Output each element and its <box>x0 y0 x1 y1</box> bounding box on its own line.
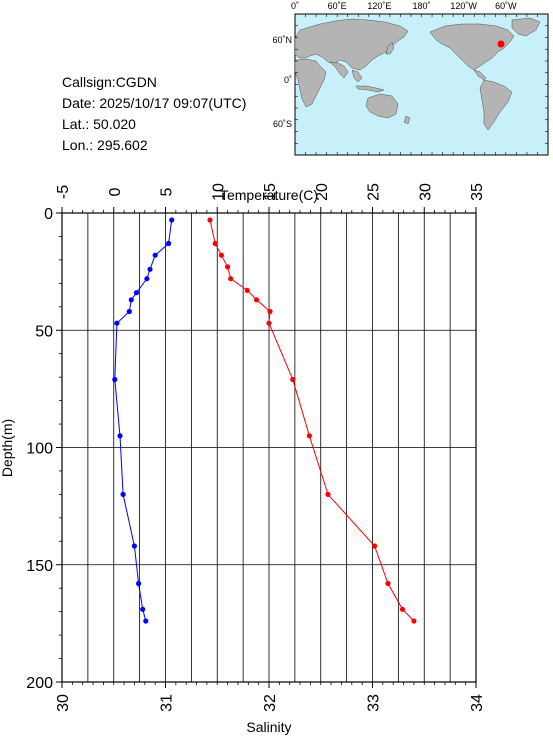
salinity-axis-label: Salinity <box>246 719 291 735</box>
salinity-point <box>244 287 250 293</box>
salinity-point <box>306 433 312 439</box>
map-lon-label: 120˚W <box>450 1 477 11</box>
salinity-point <box>411 618 417 624</box>
temperature-tick-label: 10 <box>210 183 227 201</box>
temperature-point <box>140 606 146 612</box>
salinity-tick-label: 32 <box>262 694 279 712</box>
land-seasia <box>351 69 385 93</box>
land-india <box>329 61 349 79</box>
temperature-tick-label: 35 <box>469 183 486 201</box>
map-lon-label: 180˚ <box>412 1 430 11</box>
temperature-tick-label: 0 <box>107 187 124 196</box>
salinity-point <box>218 252 224 258</box>
salinity-point <box>225 264 231 270</box>
salinity-tick-label: 34 <box>469 694 486 712</box>
land-central-america <box>473 69 487 81</box>
temperature-point <box>166 240 172 247</box>
map-land <box>294 17 541 131</box>
salinity-tick-label: 31 <box>159 694 176 712</box>
map-lon-label: 120˚E <box>367 1 391 11</box>
map-ticks <box>294 13 549 156</box>
station-marker <box>497 40 505 48</box>
salinity-point <box>372 543 378 549</box>
temperature-axis-label: Temperature(C) <box>220 187 318 203</box>
land-nz <box>403 115 411 125</box>
salinity-point <box>385 580 391 587</box>
callsign-text: Callsign:CGDN <box>62 74 157 90</box>
temperature-point <box>169 217 175 223</box>
temperature-point <box>152 252 158 258</box>
temperature-point <box>143 618 149 624</box>
depth-tick-label: 150 <box>26 558 53 575</box>
temperature-tick-label: 30 <box>417 183 434 201</box>
salinity-tick-label: 33 <box>366 694 383 712</box>
land-north-america <box>429 23 515 71</box>
land-africa <box>294 58 327 108</box>
temperature-point <box>126 308 132 315</box>
lat-text: Lat.: 50.020 <box>62 116 136 132</box>
temperature-tick-label: 15 <box>262 183 279 201</box>
temperature-point <box>128 297 134 303</box>
land-south-america <box>479 79 513 131</box>
land-eurasia <box>294 18 409 71</box>
map-lat-label: 60˚N <box>272 35 292 45</box>
temperature-point <box>136 580 142 587</box>
temperature-point <box>131 543 137 549</box>
temperature-point <box>120 491 126 497</box>
series-layer <box>112 217 417 624</box>
depth-tick-label: 100 <box>26 441 53 458</box>
temperature-point <box>112 376 118 383</box>
salinity-point <box>267 308 273 315</box>
station-info: Callsign:CGDN Date: 2025/10/17 09:07(UTC… <box>62 74 246 153</box>
map-left-labels: 60˚N 0˚ 60˚S <box>272 35 292 129</box>
temperature-line <box>114 219 173 622</box>
temperature-tick-label: 25 <box>366 183 383 201</box>
salinity-line <box>209 219 415 622</box>
world-map: 0˚ 60˚E 120˚E 180˚ 120˚W 60˚W 60˚N 0˚ 60˚S <box>272 1 549 156</box>
land-australia <box>365 93 399 119</box>
map-lon-label: 0˚ <box>291 1 299 11</box>
salinity-point <box>228 276 234 282</box>
map-top-labels: 0˚ 60˚E 120˚E 180˚ 120˚W 60˚W <box>291 1 517 11</box>
temperature-point <box>147 266 153 272</box>
salinity-point <box>399 606 406 612</box>
temperature-point <box>114 320 120 326</box>
map-lat-label: 60˚S <box>273 119 292 129</box>
map-lat-label: 0˚ <box>284 75 292 85</box>
salinity-point <box>254 297 260 303</box>
salinity-point <box>207 217 213 223</box>
salinity-point <box>266 320 272 326</box>
temperature-point <box>117 433 123 439</box>
temperature-series <box>112 217 175 624</box>
temperature-tick-label: -5 <box>55 185 72 199</box>
salinity-point <box>290 376 296 383</box>
lon-text: Lon.: 295.602 <box>62 137 148 153</box>
salinity-tick-label: 30 <box>55 694 72 712</box>
land-japan <box>385 41 395 55</box>
date-text: Date: 2025/10/17 09:07(UTC) <box>62 95 246 111</box>
depth-tick-label: 0 <box>44 206 53 223</box>
map-lon-label: 60˚W <box>495 1 517 11</box>
salinity-point <box>325 491 331 497</box>
map-lon-label: 60˚E <box>328 1 347 11</box>
salinity-point <box>212 240 218 247</box>
temperature-point <box>144 276 150 282</box>
salinity-series <box>207 217 417 624</box>
depth-tick-label: 50 <box>35 323 53 340</box>
grid <box>62 213 476 682</box>
temperature-tick-label: 5 <box>159 187 176 196</box>
depth-axis-label: Depth(m) <box>0 419 15 477</box>
land-greenland <box>511 17 541 37</box>
depth-tick-label: 200 <box>26 675 53 692</box>
temperature-tick-label: 20 <box>314 183 331 201</box>
temperature-point <box>133 290 140 296</box>
